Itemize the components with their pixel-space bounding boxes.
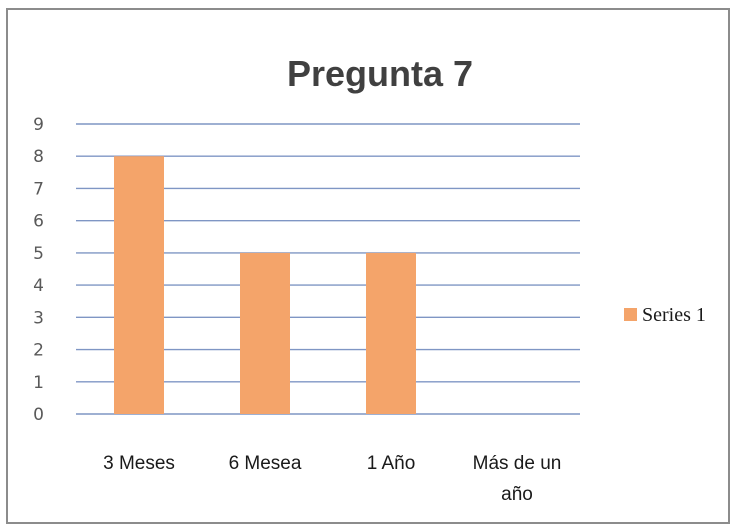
x-axis-labels: 3 Meses 6 Mesea 1 Año Más de un año [103, 453, 561, 505]
y-tick-label: 2 [33, 341, 44, 361]
bar-series [114, 156, 416, 414]
y-tick-label: 3 [33, 308, 44, 328]
chart-title: Pregunta 7 [287, 53, 473, 94]
y-tick-label: 1 [33, 373, 44, 393]
bar [366, 252, 416, 414]
x-tick-label: 3 Meses [103, 453, 175, 474]
x-tick-label: Más de un año [473, 453, 562, 505]
y-tick-label: 6 [33, 212, 44, 232]
y-axis-ticks: 0 1 2 3 4 5 6 7 8 9 [33, 115, 44, 425]
x-tick-label: 1 Año [367, 453, 416, 474]
y-tick-label: 5 [33, 244, 44, 264]
legend: Series 1 [624, 304, 706, 326]
legend-label: Series 1 [642, 304, 706, 326]
y-tick-label: 8 [33, 147, 44, 167]
legend-swatch [624, 308, 637, 321]
y-tick-label: 4 [33, 276, 44, 296]
y-tick-label: 7 [33, 179, 44, 199]
bar [114, 156, 164, 414]
y-tick-label: 0 [33, 405, 44, 425]
y-tick-label: 9 [33, 115, 44, 135]
bar [240, 252, 290, 414]
x-tick-label: 6 Mesea [229, 453, 302, 474]
